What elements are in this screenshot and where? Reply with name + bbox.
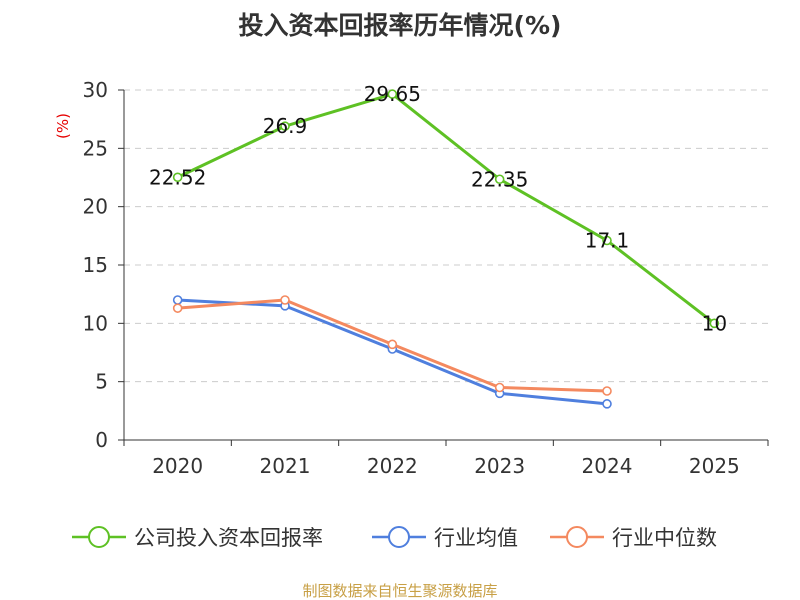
y-axis-label: (%) [54,113,72,139]
series-0: 22.52 26.9 29.65 22.35 17.1 10 [149,82,727,335]
gridlines [124,89,768,383]
point-0-2023[interactable] [494,174,505,185]
data-label-2023: 22.35 [471,167,528,191]
y-tick-label-0: 0 [95,428,108,452]
series-group: 22.52 26.9 29.65 22.35 17.1 10 [149,82,727,409]
point-0-2021[interactable] [280,121,290,131]
legend-label-2: 行业中位数 [612,526,717,550]
x-tick-label-2021: 2021 [260,454,311,478]
data-label-2022: 29.65 [364,82,421,106]
point-0-2024[interactable] [602,235,612,246]
point-0-2025[interactable] [709,318,720,329]
point-0-2022[interactable] [387,89,398,99]
source-note: 制图数据来自恒生聚源数据库 [302,582,497,600]
y-tick-label-15: 15 [83,253,108,277]
point-1-2024[interactable] [602,399,612,409]
x-tick-label-2023: 2023 [474,454,525,478]
y-tick-label-25: 25 [83,136,108,160]
legend-label-1: 行业均值 [434,526,518,550]
x-tick-label-2020: 2020 [152,454,203,478]
x-tick-label-2022: 2022 [367,454,418,478]
legend[interactable]: 公司投入资本回报率 行业均值 行业中位数 [72,526,717,550]
legend-item-2[interactable]: 行业中位数 [550,526,717,550]
point-2-2024[interactable] [602,386,612,396]
series-line-0 [177,92,716,325]
data-label-2020: 22.52 [149,165,206,189]
point-2-2022[interactable] [387,339,398,350]
point-2-2020[interactable] [172,303,183,313]
y-tick-label-5: 5 [95,370,108,394]
legend-marker-1 [388,526,410,548]
legend-item-1[interactable]: 行业均值 [372,526,518,550]
data-label-2021: 26.9 [263,114,308,138]
legend-label-0: 公司投入资本回报率 [134,526,323,550]
data-label-2025: 10 [702,311,727,335]
data-label-2024: 17.1 [585,229,630,253]
series-2 [172,295,612,396]
legend-marker-0 [88,526,110,548]
legend-marker-2 [566,526,588,548]
x-tick-label-2025: 2025 [689,454,740,478]
y-tick-label-30: 30 [83,78,108,102]
point-0-2020[interactable] [172,172,183,183]
legend-item-0[interactable]: 公司投入资本回报率 [72,526,323,550]
chart-title: 投入资本回报率历年情况(%) [239,11,562,40]
x-tick-label-2024: 2024 [582,454,633,478]
series-1 [172,295,612,409]
point-1-2020[interactable] [172,295,183,305]
y-tick-label-10: 10 [83,311,108,335]
y-tick-label-20: 20 [83,195,108,219]
point-2-2023[interactable] [494,382,505,393]
point-2-2021[interactable] [280,295,290,305]
